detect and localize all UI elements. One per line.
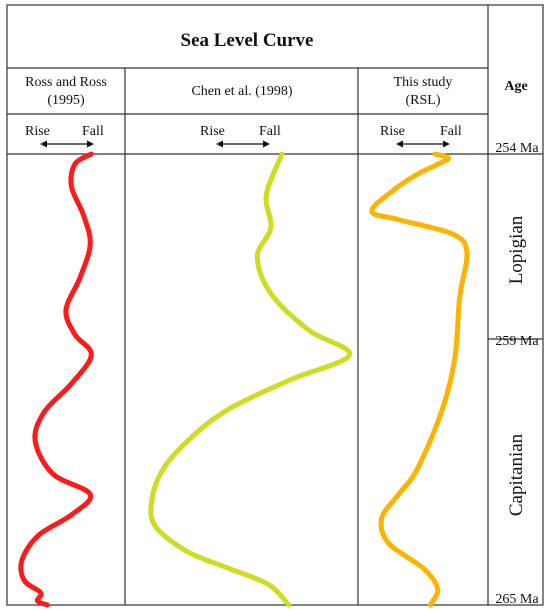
rise-label-this: Rise <box>380 124 405 139</box>
rise-fall-chen: Rise Fall <box>200 124 281 148</box>
sea-level-curve-chen <box>148 151 352 608</box>
age-header: Age <box>504 79 527 94</box>
age-label-265: 265 Ma <box>495 592 539 607</box>
column-header-chen: Chen et al. (1998) <box>191 84 292 99</box>
table-grid <box>6 4 544 606</box>
fall-label-chen: Fall <box>259 124 281 139</box>
sea-level-curve-ross <box>18 151 94 608</box>
period-label-lopigian: Lopigian <box>506 215 527 284</box>
age-label-254: 254 Ma <box>495 141 539 156</box>
age-label-259: 259 Ma <box>495 334 539 349</box>
double-arrow-icon <box>216 140 270 148</box>
rise-label-chen: Rise <box>200 124 225 139</box>
fall-label-ross: Fall <box>82 124 104 139</box>
column-header-this: This study (RSL) <box>394 75 453 108</box>
double-arrow-icon <box>40 140 94 148</box>
outer-frame <box>6 4 544 606</box>
sea-level-curve-this <box>369 151 470 608</box>
rise-fall-ross: Rise Fall <box>25 124 104 148</box>
period-label-capitanian: Capitanian <box>506 433 527 516</box>
column-label-ross-line-2: (1995) <box>47 93 85 108</box>
column-label-this-line-1: This study <box>394 75 453 90</box>
rise-label-ross: Rise <box>25 124 50 139</box>
column-label-chen: Chen et al. (1998) <box>191 84 292 99</box>
column-header-ross: Ross and Ross (1995) <box>25 75 107 108</box>
double-arrow-icon <box>396 140 450 148</box>
rise-fall-this: Rise Fall <box>380 124 462 148</box>
fall-label-this: Fall <box>440 124 462 139</box>
column-label-this-line-2: (RSL) <box>406 93 441 108</box>
figure-title: Sea Level Curve <box>181 30 314 51</box>
column-label-ross-line-1: Ross and Ross <box>25 75 107 90</box>
